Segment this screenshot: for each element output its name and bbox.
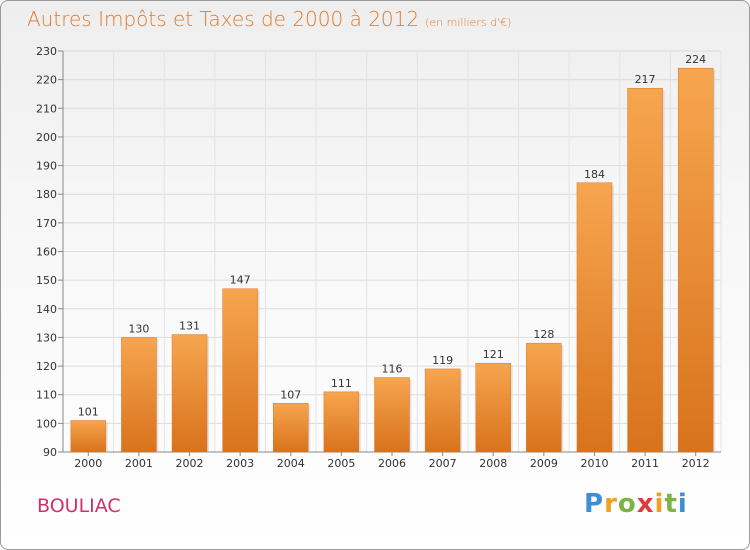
x-tick-label: 2004 [277,457,305,470]
y-tick-label: 180 [36,188,57,201]
y-tick-label: 120 [36,360,57,373]
value-label: 121 [483,348,504,361]
logo-letter: i [677,489,688,519]
x-tick-label: 2002 [176,457,204,470]
bar-2009 [526,342,562,453]
x-tick-label: 2006 [378,457,406,470]
bar-2003 [222,288,258,453]
y-tick-label: 110 [36,389,57,402]
y-tick-label: 170 [36,217,57,230]
value-label: 147 [230,274,251,287]
x-tick-label: 2008 [479,457,507,470]
value-label: 217 [635,73,656,86]
y-tick-label: 130 [36,331,57,344]
y-tick-label: 190 [36,160,57,173]
value-label: 101 [78,405,99,418]
bar-2000 [70,420,107,453]
logo-letter: o [617,489,637,519]
bars [70,67,716,453]
logo-letter: x [636,489,655,519]
chart-subtitle: (en milliers d'€) [425,16,512,29]
x-tick-label: 2000 [74,457,102,470]
x-tick-label: 2009 [530,457,558,470]
commune-name: BOULIAC [37,495,121,517]
value-label: 184 [584,168,605,181]
chart-title: Autres Impôts et Taxes de 2000 à 2012 (en… [27,7,511,31]
x-tick-label: 2011 [631,457,659,470]
bar-2008 [475,362,511,453]
logo-letter: t [664,489,678,519]
logo-letter: i [654,489,665,519]
labels: 101 130 131 147 107 111 116 119 121 128 184 217 224 [78,53,706,418]
logo-letter: r [604,489,618,519]
x-tick-label: 2007 [429,457,457,470]
x-tick-label: 2003 [226,457,254,470]
bar-2006 [374,377,410,453]
y-tick-label: 200 [36,131,57,144]
value-label: 131 [179,320,200,333]
bar-2004 [273,403,309,453]
value-label: 116 [382,363,403,376]
title-text: Autres Impôts et Taxes de 2000 à 2012 [27,7,420,31]
y-tick-label: 100 [36,417,57,430]
proxiti-logo[interactable]: Proxiti [584,489,688,519]
y-tick-label: 140 [36,303,57,316]
bar-2005 [323,391,360,453]
y-tick-label: 220 [36,74,57,87]
value-label: 111 [331,377,352,390]
bar-2012 [677,67,714,453]
value-label: 119 [432,354,453,367]
value-label: 128 [533,328,554,341]
bar-2001 [121,337,157,453]
value-label: 224 [685,53,706,66]
x-tick-label: 2001 [125,457,153,470]
value-label: 130 [128,322,149,335]
y-tick-label: 150 [36,274,57,287]
y-tick-label: 210 [36,102,57,115]
bar-2007 [424,368,461,453]
axes: 90 100 110 120 130 140 150 160 170 180 190 200 210 22… [36,45,721,470]
y-tick-label: 90 [43,446,57,459]
logo-letter: P [584,489,605,519]
y-tick-label: 230 [36,45,57,58]
value-label: 107 [280,388,301,401]
x-tick-label: 2012 [682,457,710,470]
bar-2011 [627,87,663,453]
x-tick-label: 2005 [327,457,355,470]
bar-2002 [171,334,208,453]
bar-2010 [576,182,613,453]
y-tick-label: 160 [36,246,57,259]
x-tick-label: 2010 [580,457,608,470]
